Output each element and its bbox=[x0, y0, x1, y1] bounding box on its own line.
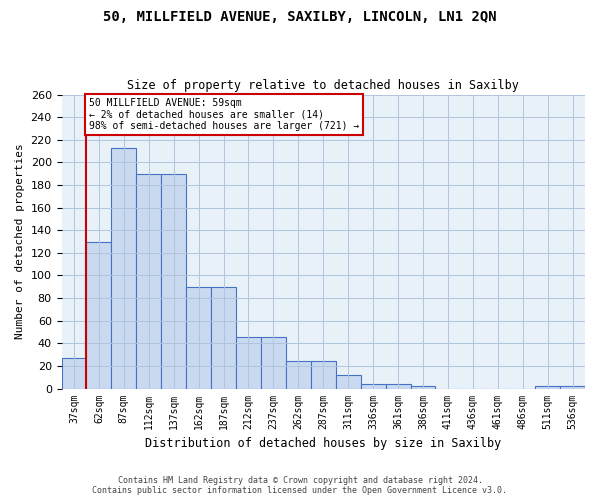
Bar bbox=[336, 375, 361, 388]
Text: Contains HM Land Registry data © Crown copyright and database right 2024.
Contai: Contains HM Land Registry data © Crown c… bbox=[92, 476, 508, 495]
Bar bbox=[410, 386, 436, 388]
Bar bbox=[186, 287, 211, 388]
Y-axis label: Number of detached properties: Number of detached properties bbox=[15, 144, 25, 340]
Bar bbox=[211, 287, 236, 388]
Title: Size of property relative to detached houses in Saxilby: Size of property relative to detached ho… bbox=[127, 79, 519, 92]
X-axis label: Distribution of detached houses by size in Saxilby: Distribution of detached houses by size … bbox=[145, 437, 502, 450]
Bar bbox=[261, 336, 286, 388]
Bar bbox=[62, 358, 86, 388]
Text: 50, MILLFIELD AVENUE, SAXILBY, LINCOLN, LN1 2QN: 50, MILLFIELD AVENUE, SAXILBY, LINCOLN, … bbox=[103, 10, 497, 24]
Text: 50 MILLFIELD AVENUE: 59sqm
← 2% of detached houses are smaller (14)
98% of semi-: 50 MILLFIELD AVENUE: 59sqm ← 2% of detac… bbox=[89, 98, 359, 131]
Bar bbox=[386, 384, 410, 388]
Bar bbox=[560, 386, 585, 388]
Bar bbox=[236, 336, 261, 388]
Bar bbox=[86, 242, 112, 388]
Bar bbox=[311, 362, 336, 388]
Bar bbox=[112, 148, 136, 388]
Bar bbox=[361, 384, 386, 388]
Bar bbox=[535, 386, 560, 388]
Bar bbox=[286, 362, 311, 388]
Bar bbox=[161, 174, 186, 388]
Bar bbox=[136, 174, 161, 388]
